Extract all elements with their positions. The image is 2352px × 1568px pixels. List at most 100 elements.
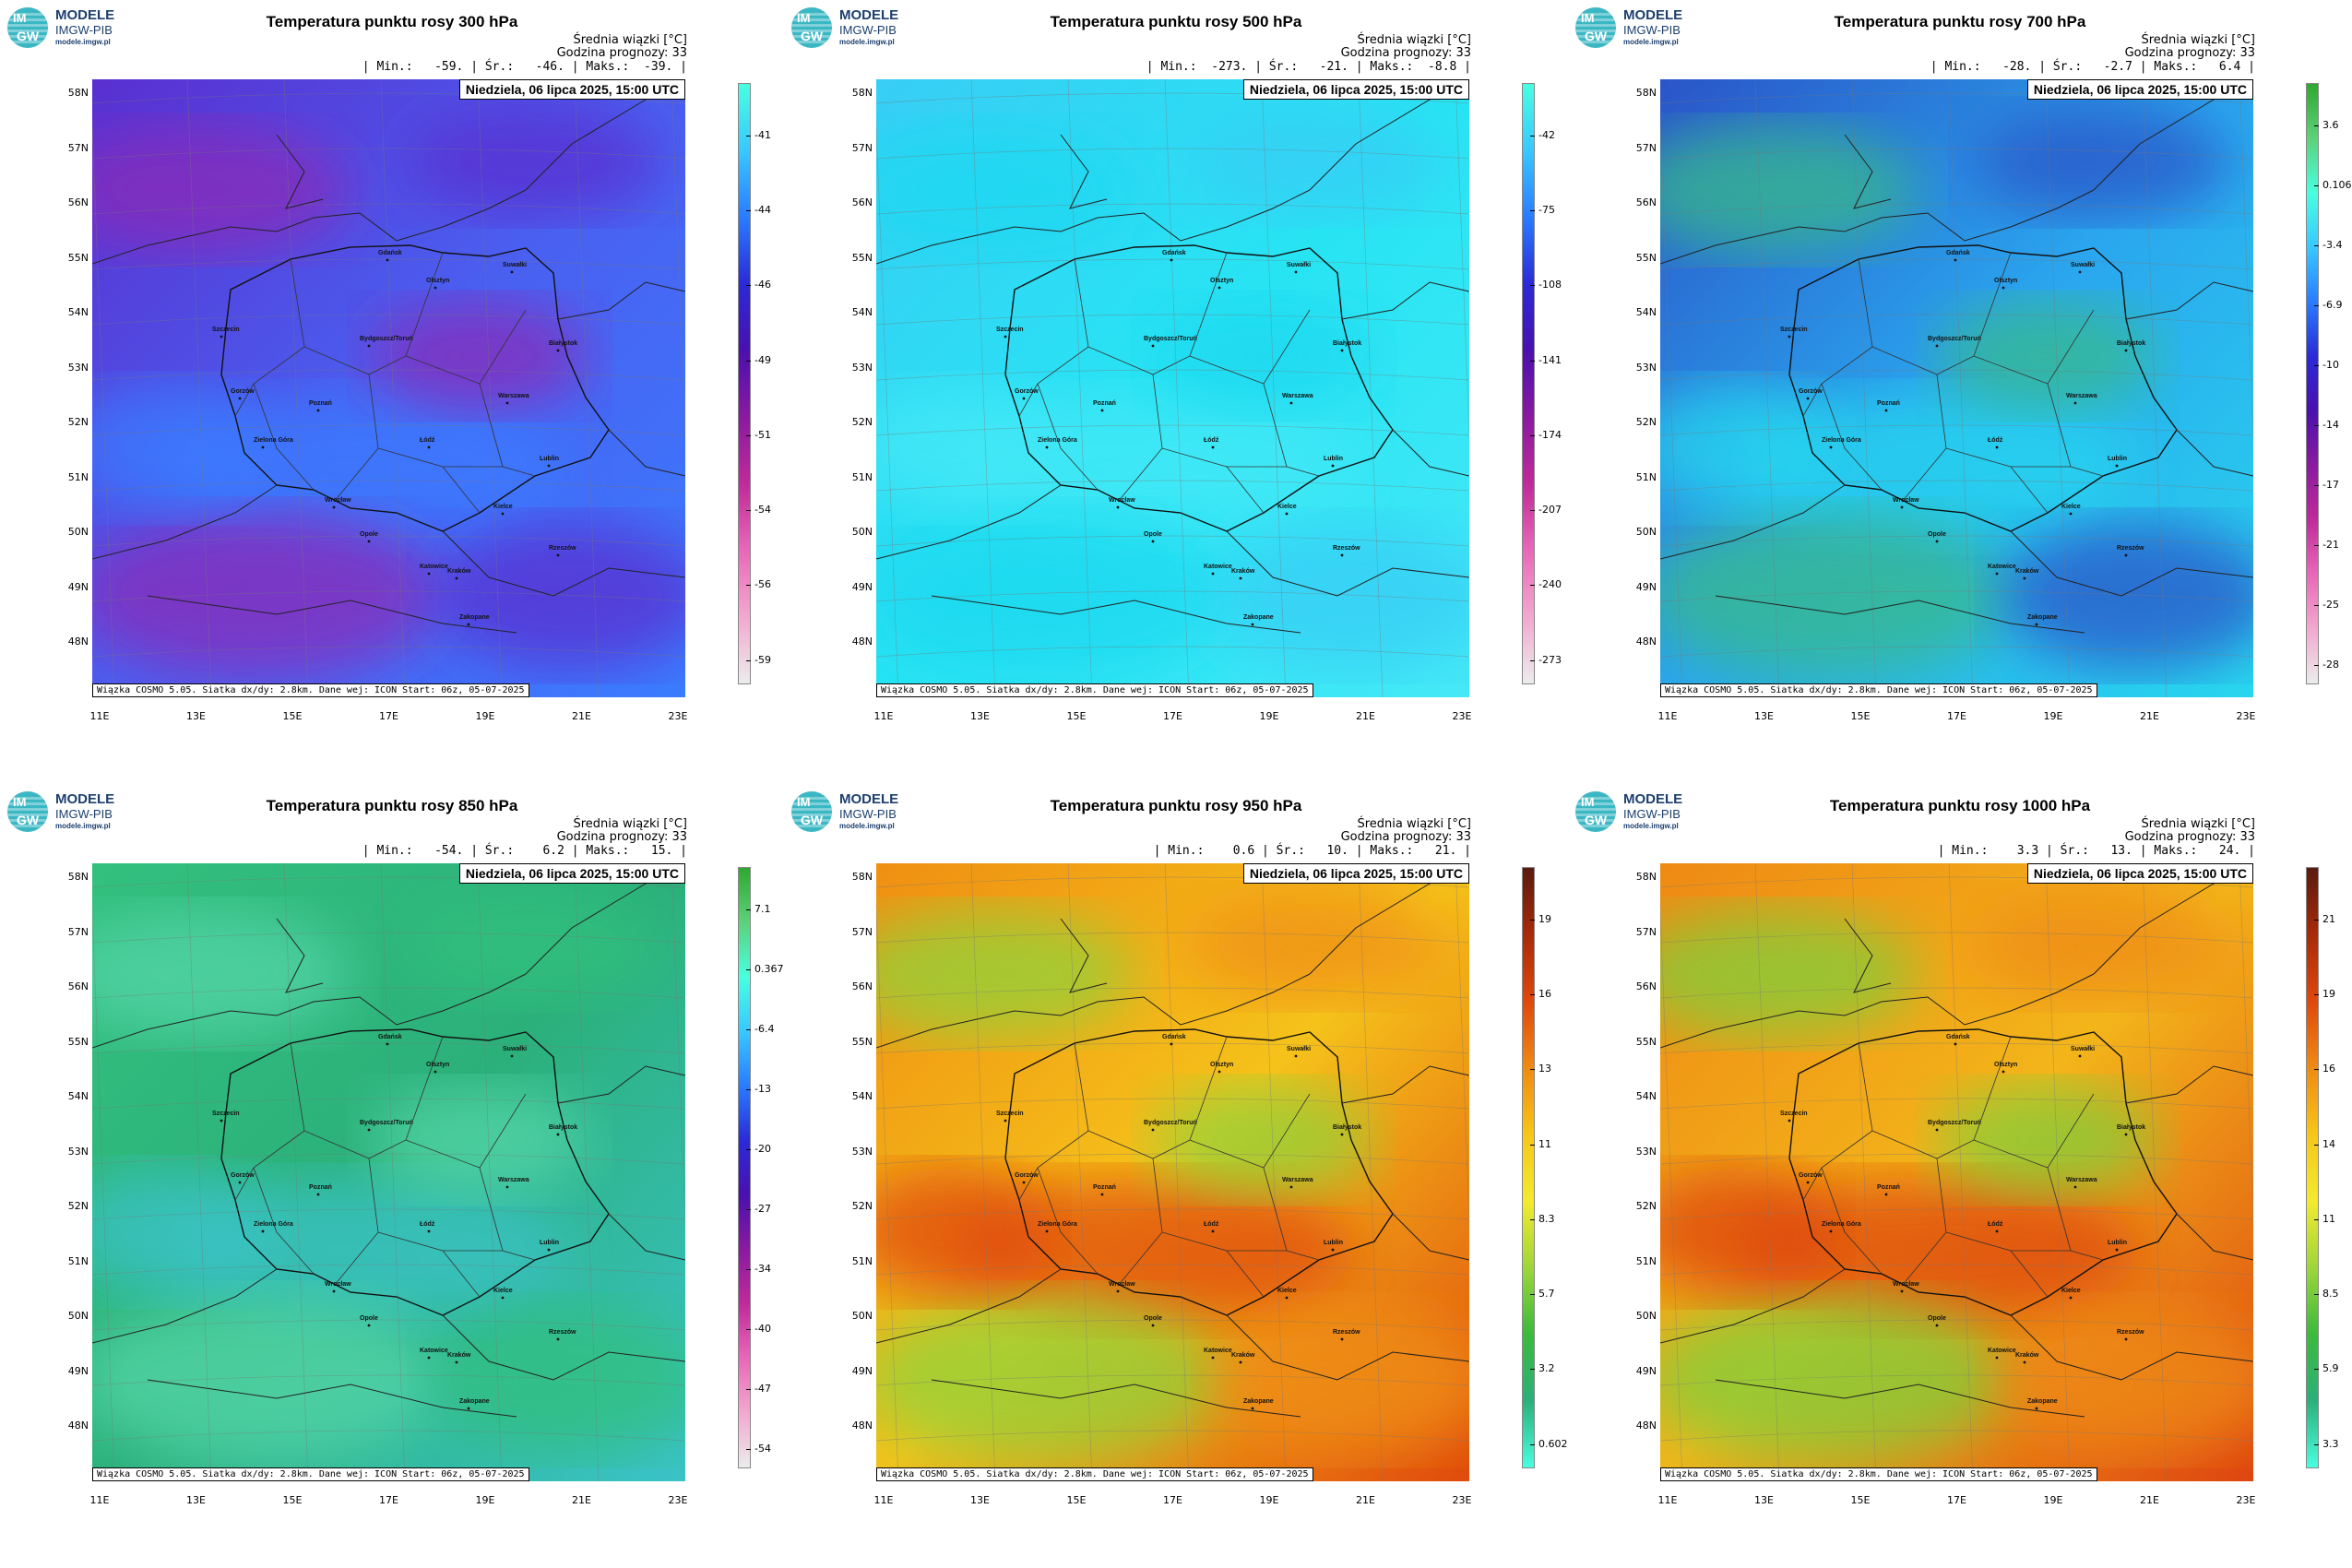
colorbar-label: 16 xyxy=(1538,988,1551,1001)
city-marker xyxy=(434,1070,437,1074)
city-marker xyxy=(2069,512,2073,516)
city-marker xyxy=(505,1185,509,1189)
city-label: Bydgoszcz/Toruń xyxy=(1928,336,1981,342)
lon-tick-label: 21E xyxy=(1356,710,1375,722)
city-label: Suwałki xyxy=(503,1046,527,1052)
city-marker xyxy=(1294,270,1298,274)
forecast-hour: Godzina prognozy: 33 xyxy=(556,46,687,60)
lat-tick-label: 56N xyxy=(1635,196,1657,208)
colorbar-tick xyxy=(2314,1069,2319,1071)
lon-tick-label: 13E xyxy=(186,1494,206,1506)
colorbar-tick xyxy=(1530,994,1535,996)
logo-text-org: IMGW-PIB xyxy=(839,23,897,37)
city-label: Zakopane xyxy=(459,614,490,621)
imgw-logo: IM GW MODELE IMGW-PIB modele.imgw.pl xyxy=(791,791,948,836)
city-label: Kraków xyxy=(2015,568,2039,575)
lon-tick-label: 21E xyxy=(572,1494,591,1506)
lat-tick-label: 54N xyxy=(851,306,873,318)
city-label: Opole xyxy=(1144,1315,1162,1322)
lon-tick-label: 15E xyxy=(1850,1494,1871,1506)
city-label: Kielce xyxy=(493,1288,513,1294)
city-marker xyxy=(501,1296,505,1300)
city-marker xyxy=(386,1042,389,1046)
colorbar-tick xyxy=(1530,285,1535,287)
average-label: Średnia wiązki [°C] xyxy=(573,817,687,831)
coastline xyxy=(92,189,527,265)
city-label: Opole xyxy=(1928,1315,1946,1322)
city-marker xyxy=(386,258,389,262)
city-marker xyxy=(367,344,371,348)
logo-mark-text-top: IM xyxy=(1581,795,1595,809)
valid-date: Niedziela, 06 lipca 2025, 15:00 UTC xyxy=(458,863,685,884)
lon-tick-label: 11E xyxy=(873,1494,894,1506)
logo-mark: IM GW xyxy=(7,7,48,48)
lon-tick-label: 13E xyxy=(186,710,206,722)
city-marker xyxy=(1045,445,1049,449)
colorbar-label: -56 xyxy=(754,578,771,591)
lon-tick-label: 23E xyxy=(668,710,688,722)
city-marker xyxy=(1151,344,1155,348)
colorbar-label: -46 xyxy=(754,279,771,291)
lat-tick-label: 48N xyxy=(851,636,873,647)
city-marker xyxy=(2124,1337,2128,1341)
colorbar-tick xyxy=(1530,1144,1535,1146)
lat-tick-label: 48N xyxy=(851,1420,873,1431)
colorbar-label: -54 xyxy=(754,504,771,517)
lon-tick-label: 17E xyxy=(1163,1494,1182,1506)
city-marker xyxy=(2069,1296,2073,1300)
colorbar-label: -6.4 xyxy=(754,1022,775,1035)
logo-mark-text-bottom: GW xyxy=(801,29,824,43)
logo-text-url: modele.imgw.pl xyxy=(1623,38,1679,46)
city-label: Białystok xyxy=(549,340,577,347)
lat-tick-label: 54N xyxy=(1635,306,1657,318)
colorbar-tick xyxy=(746,585,751,587)
average-label: Średnia wiązki [°C] xyxy=(1357,817,1471,831)
city-label: Kielce xyxy=(2061,504,2081,510)
valid-date: Niedziela, 06 lipca 2025, 15:00 UTC xyxy=(2026,863,2253,884)
colorbar-tick xyxy=(746,1448,751,1450)
city-label: Wrocław xyxy=(1893,1281,1919,1288)
logo-text-modele: MODELE xyxy=(839,7,899,23)
colorbar-label: -34 xyxy=(754,1262,771,1275)
logo-text-modele: MODELE xyxy=(1623,7,1683,23)
city-label: Olsztyn xyxy=(1210,278,1233,284)
lon-tick-label: 23E xyxy=(2236,710,2256,722)
colorbar-tick xyxy=(1530,510,1535,512)
colorbar-label: 0.367 xyxy=(754,962,784,975)
colorbar-tick xyxy=(1530,1443,1535,1445)
lon-tick-label: 15E xyxy=(1066,710,1087,722)
city-label: Białystok xyxy=(1333,1124,1361,1131)
city-marker xyxy=(2023,576,2026,580)
city-label: Szczecin xyxy=(996,1111,1024,1117)
city-marker xyxy=(2115,464,2119,468)
lat-tick-label: 50N xyxy=(1635,1310,1657,1322)
city-label: Lublin xyxy=(540,456,559,462)
city-label: Opole xyxy=(1928,531,1946,538)
coastline xyxy=(876,973,1311,1049)
city-marker xyxy=(2078,270,2082,274)
colorbar xyxy=(2306,867,2319,1468)
stats-line: | Min.: 0.6 | Śr.: 10. | Maks.: 21. | xyxy=(1153,844,1471,858)
city-label: Lublin xyxy=(1324,456,1343,462)
city-label: Szczecin xyxy=(996,327,1024,333)
city-label: Zakopane xyxy=(1243,1398,1274,1405)
logo-text-org: IMGW-PIB xyxy=(1623,807,1681,821)
lat-tick-label: 50N xyxy=(851,1310,873,1322)
city-label: Zielona Góra xyxy=(1822,437,1861,444)
colorbar-tick xyxy=(2314,484,2319,486)
city-label: Poznań xyxy=(309,1184,332,1191)
city-label: Białystok xyxy=(549,1124,577,1131)
city-marker xyxy=(1935,540,1939,543)
lat-tick-label: 49N xyxy=(67,1364,89,1377)
logo-text-org: IMGW-PIB xyxy=(1623,23,1681,37)
panel-title: Temperatura punktu rosy 700 hPa xyxy=(1834,13,2086,30)
lat-tick-label: 55N xyxy=(851,1035,873,1048)
city-marker xyxy=(1340,553,1344,557)
city-marker xyxy=(1340,349,1344,352)
city-label: Lublin xyxy=(1324,1240,1343,1246)
colorbar-label: 5.7 xyxy=(1538,1288,1555,1301)
city-marker xyxy=(316,1193,320,1196)
city-marker xyxy=(547,464,551,468)
logo-mark-text-bottom: GW xyxy=(17,29,40,43)
city-marker xyxy=(2035,1407,2038,1410)
